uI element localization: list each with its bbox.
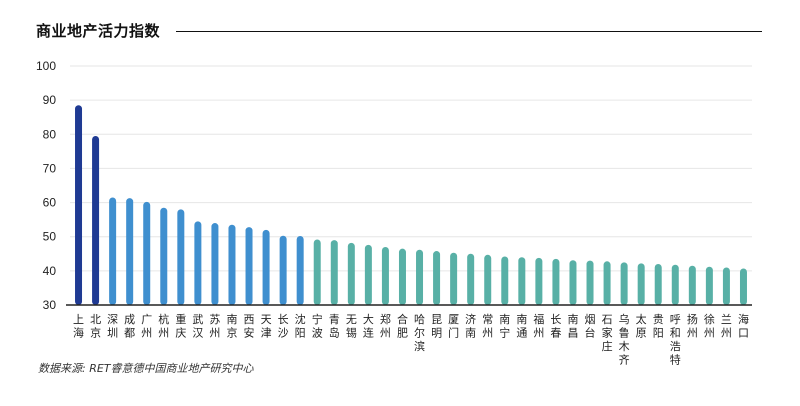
bar-18 [381,246,389,305]
bar-6 [177,209,185,305]
category-label-30: 烟台 [585,312,596,340]
bar-2 [109,197,117,305]
y-tick-100: 100 [36,59,56,73]
category-label-16: 无锡 [346,313,357,340]
bar-9 [228,224,236,305]
category-label-23: 济南 [465,312,476,340]
bar-28 [552,258,560,305]
bar-5 [160,207,168,305]
category-label-22: 厦门 [448,313,459,340]
bar-10 [245,227,253,305]
category-label-0: 上海 [73,313,84,340]
category-label-19: 合肥 [397,312,408,340]
y-tick-40: 40 [43,264,57,278]
category-label-29: 南昌 [567,313,578,340]
bar-26 [518,257,526,305]
bar-22 [450,252,458,305]
x-category-labels: 上海北京深圳成都广州杭州重庆武汉苏州南京西安天津长沙沈阳宁波青岛无锡大连郑州合肥… [73,312,749,367]
category-label-10: 西安 [244,313,255,340]
category-label-34: 贵阳 [653,313,664,340]
category-label-6: 重庆 [175,312,186,340]
bar-13 [296,236,304,305]
bar-34 [654,264,662,305]
bar-16 [347,242,355,305]
category-label-21: 昆明 [431,313,442,340]
category-label-26: 南通 [516,313,527,340]
category-label-11: 天津 [261,313,272,340]
category-label-36: 扬州 [687,312,698,340]
category-label-13: 沈阳 [295,312,306,340]
category-label-17: 大连 [363,312,374,340]
category-label-14: 宁波 [312,312,323,340]
category-label-24: 常州 [482,313,493,340]
bar-35 [671,264,679,305]
y-tick-30: 30 [43,298,57,312]
category-label-31: 石家庄 [602,313,613,353]
y-tick-60: 60 [43,196,57,210]
bar-19 [398,248,406,305]
bar-30 [586,260,594,305]
bar-38 [722,267,730,305]
category-label-1: 北京 [90,313,101,340]
bar-14 [313,239,321,305]
chart-title: 商业地产活力指数 [36,22,161,40]
bars-layer [75,105,747,305]
category-label-37: 徐州 [704,312,715,340]
bar-33 [637,263,645,305]
grid-layer [70,65,752,272]
bar-24 [484,254,492,305]
category-label-25: 南宁 [499,313,510,340]
bar-23 [467,253,475,305]
category-label-4: 广州 [141,313,152,340]
bar-27 [535,257,543,305]
bar-36 [688,265,696,305]
category-label-20: 哈尔滨 [414,313,425,353]
category-label-9: 南京 [226,313,237,340]
bar-20 [416,249,424,305]
bar-8 [211,223,219,305]
bar-29 [569,260,577,305]
category-label-33: 太原 [636,313,647,340]
y-tick-50: 50 [43,230,57,244]
category-label-12: 长沙 [278,313,289,340]
category-label-39: 海口 [738,312,749,340]
bar-31 [603,261,611,305]
category-label-38: 兰州 [721,313,732,340]
y-tick-90: 90 [43,93,57,107]
bar-21 [433,251,441,305]
category-label-35: 呼和浩特 [670,313,681,367]
title-rule [176,31,762,32]
category-label-27: 福州 [533,312,544,340]
category-label-15: 青岛 [329,313,340,340]
category-label-7: 武汉 [192,313,203,340]
bar-12 [279,235,287,305]
bar-39 [739,268,747,305]
category-label-18: 郑州 [380,312,391,340]
bar-17 [364,244,372,305]
bar-37 [705,266,713,305]
y-tick-labels: 30 40 50 60 70 80 90 100 [36,59,56,312]
bar-11 [262,229,270,305]
bar-15 [330,240,338,305]
y-tick-80: 80 [43,127,57,141]
category-label-32: 乌鲁木齐 [619,312,630,367]
category-label-2: 深圳 [107,313,118,340]
y-tick-70: 70 [43,161,57,175]
bar-3 [126,198,134,305]
category-label-5: 杭州 [158,312,169,340]
bar-25 [501,256,509,305]
category-label-28: 长春 [550,313,561,340]
bar-32 [620,262,628,305]
category-label-8: 苏州 [209,313,220,340]
bar-7 [194,221,202,305]
bar-4 [143,201,151,305]
bar-1 [92,135,100,305]
source-note: 数据来源: RET睿意德中国商业地产研究中心 [38,362,254,375]
bar-0 [75,105,83,305]
category-label-3: 成都 [124,313,135,340]
